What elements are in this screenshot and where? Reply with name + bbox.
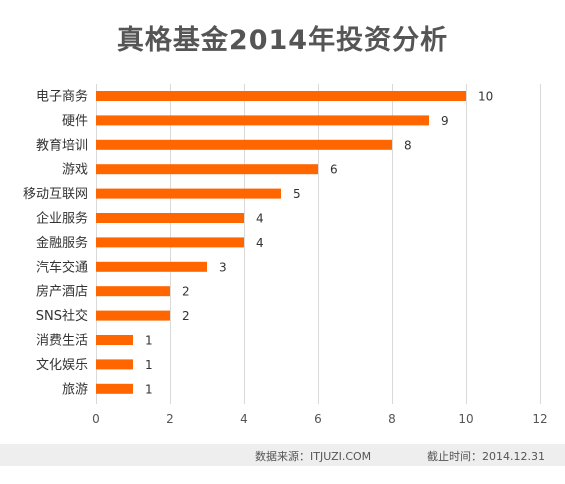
x-tick-label: 2 xyxy=(166,412,174,426)
grid-lines xyxy=(96,84,541,404)
data-label: 1 xyxy=(145,382,153,396)
category-label: 电子商务 xyxy=(36,89,88,105)
bar xyxy=(96,91,466,101)
category-label: 教育培训 xyxy=(36,137,88,153)
x-tick-label: 6 xyxy=(314,412,322,426)
data-label: 6 xyxy=(330,163,338,177)
data-label: 3 xyxy=(219,260,227,274)
bar xyxy=(96,139,392,150)
bar xyxy=(96,213,244,223)
category-label: 旅游 xyxy=(62,382,88,397)
data-label: 1 xyxy=(145,334,153,348)
x-tick-label: 12 xyxy=(532,412,547,426)
x-tick-label: 8 xyxy=(388,412,396,426)
chart-title: 真格基金2014年投资分析 xyxy=(116,25,449,56)
category-label: 房产酒店 xyxy=(36,284,88,300)
bar xyxy=(96,359,133,370)
data-label: 2 xyxy=(182,285,190,299)
bar xyxy=(96,261,207,272)
data-label: 1 xyxy=(145,358,153,372)
category-label: 移动互联网 xyxy=(23,187,88,202)
bar xyxy=(96,335,133,345)
category-label: 企业服务 xyxy=(36,211,88,227)
data-label: 10 xyxy=(478,90,493,104)
x-tick-label: 4 xyxy=(240,412,248,426)
category-label: 金融服务 xyxy=(36,235,88,251)
cutoff-date: 截止时间：2014.12.31 xyxy=(427,450,545,463)
bar xyxy=(96,310,170,321)
bar xyxy=(96,164,318,175)
bar xyxy=(96,115,429,126)
bar xyxy=(96,286,170,297)
x-tick-label: 0 xyxy=(92,412,100,426)
category-label: 文化娱乐 xyxy=(36,358,88,373)
category-label: 汽车交通 xyxy=(36,259,88,275)
bar xyxy=(96,383,133,394)
data-label: 9 xyxy=(441,114,449,128)
footer-bar: 数据来源：ITJUZI.COM 截止时间：2014.12.31 xyxy=(0,444,565,466)
data-label: 8 xyxy=(404,138,412,152)
x-tick-label: 10 xyxy=(458,412,473,426)
value-labels: 10 9 8 6 5 4 4 3 2 2 1 1 1 xyxy=(145,90,493,397)
category-label: 硬件 xyxy=(62,114,88,129)
data-label: 5 xyxy=(293,187,301,201)
data-label: 4 xyxy=(256,212,264,226)
x-axis-ticks: 0 2 4 6 8 10 12 xyxy=(92,412,547,426)
data-source: 数据来源：ITJUZI.COM xyxy=(255,450,372,463)
bars xyxy=(96,91,466,394)
category-label: SNS社交 xyxy=(36,308,88,324)
category-label: 游戏 xyxy=(62,163,88,178)
bar xyxy=(96,237,244,248)
data-label: 4 xyxy=(256,236,264,250)
bar xyxy=(96,188,281,199)
data-label: 2 xyxy=(182,309,190,323)
category-label: 消费生活 xyxy=(36,334,88,349)
